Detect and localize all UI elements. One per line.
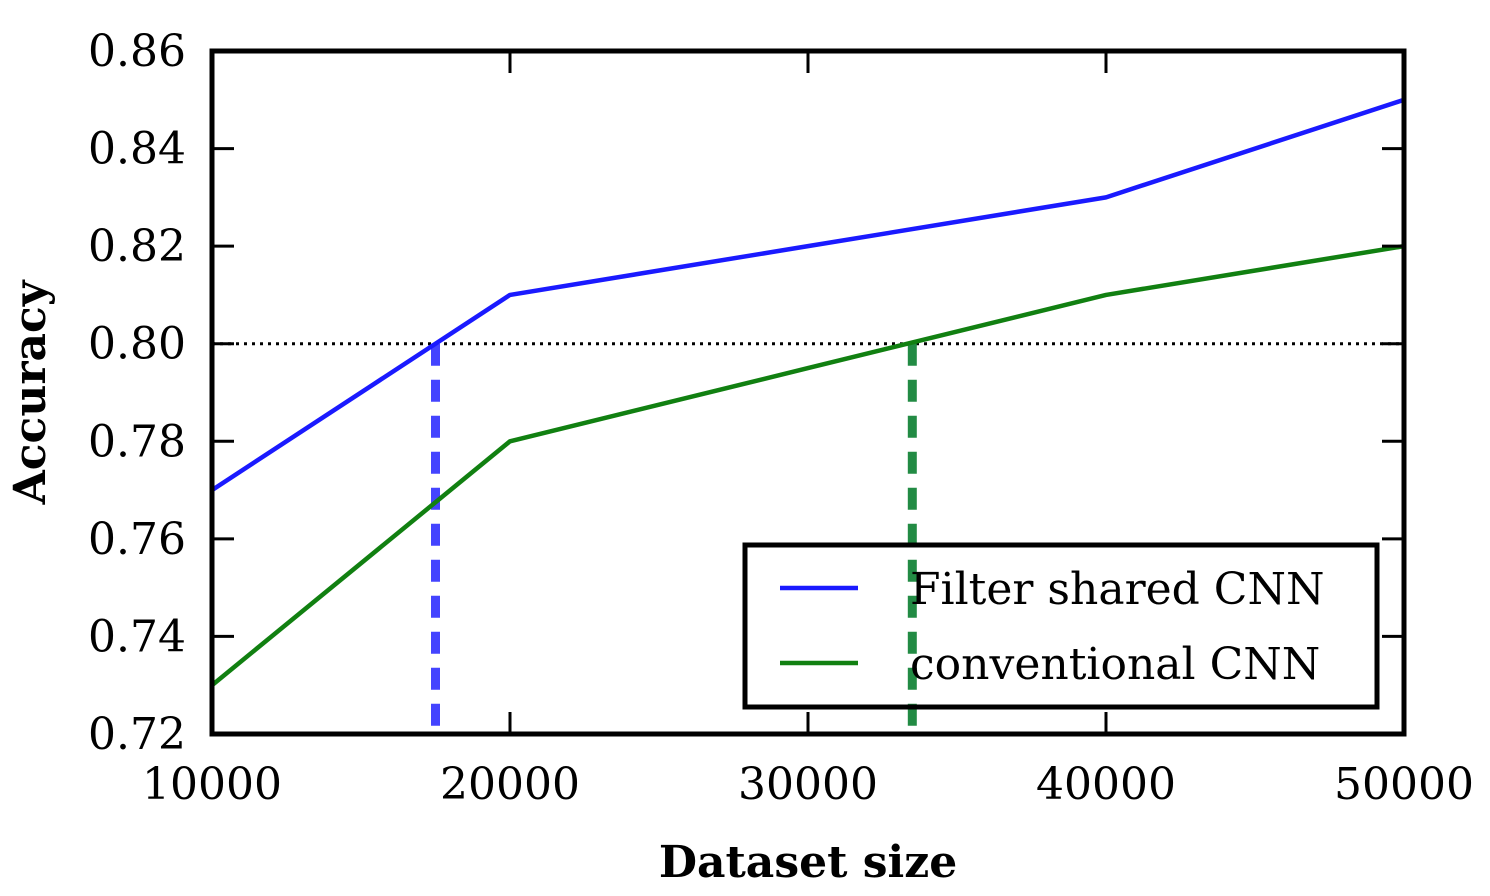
plot-frame [209, 48, 1407, 737]
reference-lines [212, 342, 1404, 734]
x-tick-label: 50000 [1334, 759, 1474, 810]
legend-label-1: Filter shared CNN [910, 564, 1324, 615]
y-tick-label: 0.76 [88, 514, 186, 565]
x-axis-title: Dataset size [659, 837, 957, 888]
legend-box [742, 542, 1380, 710]
y-tick-label: 0.84 [88, 124, 186, 175]
y-tick-label: 0.78 [88, 416, 186, 467]
y-tick-label: 0.74 [88, 611, 186, 662]
x-tick-label: 10000 [142, 759, 282, 810]
legend-label-2: conventional CNN [910, 639, 1320, 690]
series-line-1 [210, 97, 1405, 492]
x-tick-label: 30000 [738, 759, 878, 810]
y-axis-title: Accuracy [5, 279, 56, 505]
series-line-2 [210, 243, 1405, 687]
axes: 10000 20000 30000 40000 50000 0.72 0.74 0.76 0.7… [5, 26, 1474, 888]
y-tick-label: 0.80 [88, 319, 186, 370]
x-tick-label: 40000 [1036, 759, 1176, 810]
x-tick-label: 20000 [440, 759, 580, 810]
legend: Filter shared CNN conventional CNN [742, 542, 1380, 710]
y-tick-label: 0.72 [88, 709, 186, 760]
y-tick-label: 0.86 [88, 26, 186, 77]
y-tick-label: 0.82 [88, 221, 186, 272]
